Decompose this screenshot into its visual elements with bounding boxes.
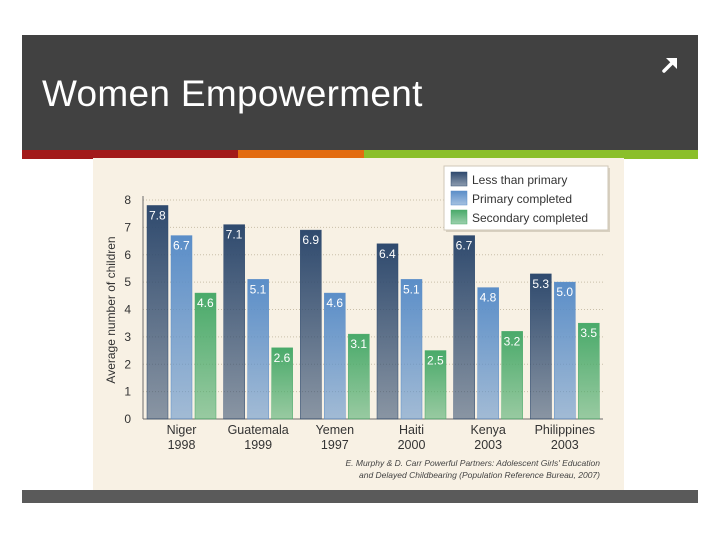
y-tick-label: 5 [124,275,131,289]
legend-label: Secondary completed [472,211,588,225]
data-label: 6.7 [456,239,473,253]
bar [170,235,193,420]
data-label: 6.9 [302,233,319,247]
legend-swatch [450,209,468,225]
data-label: 7.1 [226,228,243,242]
y-tick-label: 3 [124,330,131,344]
x-year-label: 1998 [168,438,196,452]
x-year-label: 1997 [321,438,349,452]
y-tick-label: 0 [124,412,131,426]
data-label: 3.2 [504,334,521,348]
data-label: 2.6 [274,351,291,365]
source-note: E. Murphy & D. Carr Powerful Partners: A… [345,458,600,468]
bar [554,281,576,420]
bar [400,279,423,420]
bar [194,292,217,420]
legend-swatch [450,190,468,206]
y-tick-label: 7 [124,220,131,234]
legend-label: Primary completed [472,192,572,206]
bar [578,322,600,420]
x-category-label: Kenya [470,423,505,437]
data-label: 5.0 [556,285,573,299]
x-category-label: Haiti [399,423,424,437]
data-label: 4.8 [480,291,497,305]
x-year-label: 2003 [474,438,502,452]
slide-header: Women Empowerment [22,35,698,150]
data-label: 3.5 [580,326,597,340]
accent-stripe-red [22,150,238,159]
slide-title: Women Empowerment [42,73,423,114]
y-tick-label: 4 [124,303,131,317]
data-label: 6.4 [379,247,396,261]
data-label: 5.1 [403,282,420,296]
y-tick-label: 2 [124,357,131,371]
bar [477,287,499,420]
accent-stripe-orange [238,150,364,159]
y-tick-label: 8 [124,193,131,207]
data-label: 5.3 [532,277,549,291]
data-label: 2.5 [427,354,444,368]
x-year-label: 2000 [398,438,426,452]
bar [247,279,269,420]
data-label: 6.7 [173,239,190,253]
y-tick-label: 1 [124,385,131,399]
bar [501,331,523,420]
data-label: 4.6 [197,296,214,310]
legend-swatch [450,171,468,187]
bar [300,229,322,420]
data-label: 4.6 [326,296,343,310]
x-year-label: 1999 [244,438,272,452]
bar [146,205,169,420]
bar [324,292,346,420]
bar-chart: 0 1 2 3 4 5 6 7 8 Average number of children 7.8 6.… [104,165,610,480]
accent-stripe-green [364,150,698,159]
bar [223,224,245,420]
legend-label: Less than primary [472,173,567,187]
x-category-label: Yemen [316,423,355,437]
legend-box [443,165,609,231]
bar [271,347,293,420]
bar [424,350,447,420]
chart-panel: 0 1 2 3 4 5 6 7 8 Average number of children 7.8 6.… [93,158,624,490]
x-year-label: 2003 [551,438,579,452]
y-axis-label: Average number of children [104,236,118,383]
bar [348,333,370,420]
data-label: 5.1 [250,282,267,296]
footer-bar [22,490,698,503]
y-tick-label: 6 [124,248,131,262]
source-note: and Delayed Childbearing (Population Ref… [359,470,600,480]
x-category-label: Philippines [535,423,595,437]
bar [376,243,399,420]
data-label: 3.1 [350,337,367,351]
x-category-label: Niger [167,423,197,437]
bar [530,273,552,420]
data-label: 7.8 [149,208,166,222]
x-category-label: Guatemala [228,423,289,437]
arrow-up-right-icon [662,58,677,73]
bar [453,235,475,420]
